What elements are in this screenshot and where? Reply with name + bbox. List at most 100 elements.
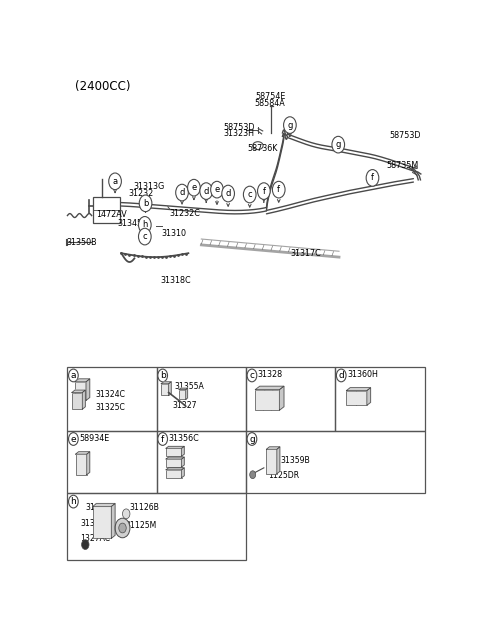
Bar	[93, 197, 120, 223]
Circle shape	[222, 185, 234, 202]
Bar	[72, 392, 83, 409]
Text: 58584A: 58584A	[255, 99, 286, 108]
Text: c: c	[247, 190, 252, 199]
Text: 1125DR: 1125DR	[268, 471, 300, 480]
Circle shape	[115, 518, 130, 538]
Circle shape	[336, 369, 346, 382]
Bar	[156, 367, 246, 431]
Circle shape	[69, 495, 78, 508]
Circle shape	[366, 170, 379, 186]
Bar	[75, 382, 86, 401]
Circle shape	[247, 369, 257, 382]
Text: e: e	[215, 185, 220, 194]
Text: 58753D: 58753D	[389, 131, 420, 140]
Circle shape	[250, 471, 256, 479]
Text: 31345: 31345	[118, 219, 143, 229]
Bar	[246, 431, 424, 493]
Bar	[166, 470, 181, 478]
Polygon shape	[166, 468, 184, 470]
Text: 31318C: 31318C	[160, 276, 191, 285]
Bar	[93, 507, 111, 538]
Text: 31328: 31328	[258, 370, 283, 380]
Circle shape	[247, 432, 257, 445]
Text: b: b	[143, 199, 148, 208]
Text: 31355A: 31355A	[175, 382, 204, 391]
Text: 58753D: 58753D	[223, 123, 254, 131]
Text: d: d	[204, 187, 209, 196]
Polygon shape	[255, 386, 284, 390]
Text: d: d	[180, 188, 185, 197]
Text: f: f	[161, 434, 164, 443]
Text: f: f	[263, 187, 265, 196]
Polygon shape	[279, 386, 284, 410]
Text: 31125M: 31125M	[125, 521, 156, 530]
Text: 58736K: 58736K	[248, 144, 278, 153]
Polygon shape	[347, 387, 371, 391]
Polygon shape	[277, 447, 280, 474]
Polygon shape	[179, 388, 188, 390]
Polygon shape	[166, 446, 184, 448]
Text: h: h	[142, 220, 147, 229]
Polygon shape	[111, 504, 115, 538]
Bar	[179, 390, 186, 399]
Polygon shape	[93, 504, 115, 507]
Circle shape	[69, 369, 78, 382]
Text: e: e	[71, 434, 76, 443]
Polygon shape	[168, 382, 171, 396]
Bar	[246, 367, 335, 431]
Polygon shape	[181, 457, 184, 467]
Text: a: a	[71, 371, 76, 380]
Text: 31327C: 31327C	[81, 519, 110, 528]
Bar	[166, 459, 181, 467]
Bar	[161, 384, 168, 396]
Circle shape	[332, 137, 345, 153]
Text: 31327: 31327	[172, 401, 197, 410]
Polygon shape	[72, 390, 85, 392]
Text: f: f	[371, 173, 374, 182]
Text: 31359B: 31359B	[280, 455, 310, 465]
Bar	[67, 431, 156, 493]
Polygon shape	[367, 387, 371, 405]
Text: 31317C: 31317C	[290, 249, 322, 258]
Circle shape	[69, 432, 78, 445]
Text: 31360H: 31360H	[347, 370, 378, 380]
Text: e: e	[192, 183, 196, 192]
Text: g: g	[287, 121, 293, 130]
Circle shape	[82, 540, 89, 549]
Circle shape	[258, 183, 270, 199]
Polygon shape	[266, 447, 280, 450]
Text: 58754E: 58754E	[255, 92, 286, 101]
Bar	[156, 431, 246, 493]
Polygon shape	[83, 390, 85, 409]
Bar	[166, 448, 181, 456]
Text: g: g	[336, 140, 341, 149]
Text: f: f	[277, 185, 280, 194]
Text: 31232C: 31232C	[170, 209, 201, 218]
Text: 58934E: 58934E	[79, 434, 109, 443]
Bar	[266, 450, 277, 474]
Text: g: g	[249, 434, 255, 443]
Circle shape	[139, 217, 151, 233]
Circle shape	[158, 432, 168, 445]
Circle shape	[188, 179, 200, 196]
Text: 31324C: 31324C	[96, 389, 125, 399]
Text: h: h	[71, 497, 76, 506]
Bar	[335, 367, 424, 431]
Polygon shape	[75, 379, 90, 382]
Text: 31313G: 31313G	[133, 182, 165, 191]
Text: d: d	[226, 189, 231, 198]
Circle shape	[158, 369, 168, 382]
Circle shape	[273, 182, 285, 198]
Text: 1327AC: 1327AC	[81, 534, 110, 544]
Bar	[347, 391, 367, 405]
Text: (2400CC): (2400CC)	[75, 80, 131, 93]
Circle shape	[243, 186, 256, 203]
Text: 58735M: 58735M	[386, 161, 419, 170]
Circle shape	[284, 117, 296, 133]
Text: 31350B: 31350B	[67, 238, 97, 247]
Polygon shape	[76, 451, 90, 454]
Bar	[255, 390, 279, 410]
Polygon shape	[161, 382, 171, 384]
Text: 31356C: 31356C	[168, 434, 199, 443]
Text: c: c	[250, 371, 254, 380]
